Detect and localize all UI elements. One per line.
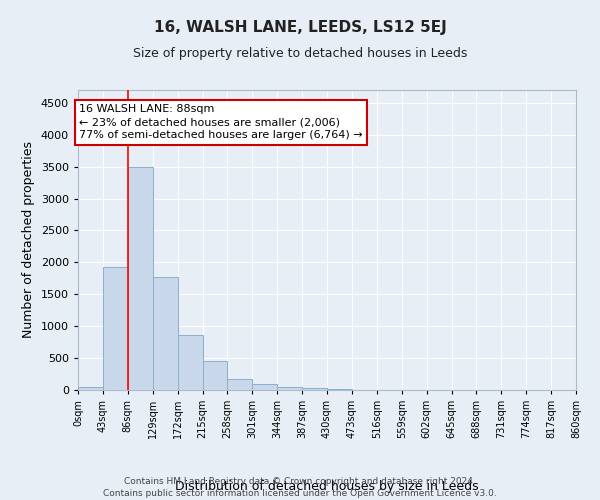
Text: Contains public sector information licensed under the Open Government Licence v3: Contains public sector information licen… bbox=[103, 489, 497, 498]
Text: 16, WALSH LANE, LEEDS, LS12 5EJ: 16, WALSH LANE, LEEDS, LS12 5EJ bbox=[154, 20, 446, 35]
X-axis label: Distribution of detached houses by size in Leeds: Distribution of detached houses by size … bbox=[175, 480, 479, 493]
Bar bbox=[178, 335, 203, 390]
Bar bbox=[227, 379, 253, 390]
Bar bbox=[327, 388, 352, 390]
Text: Size of property relative to detached houses in Leeds: Size of property relative to detached ho… bbox=[133, 48, 467, 60]
Text: 16 WALSH LANE: 88sqm
← 23% of detached houses are smaller (2,006)
77% of semi-de: 16 WALSH LANE: 88sqm ← 23% of detached h… bbox=[79, 104, 363, 141]
Bar bbox=[103, 268, 128, 390]
Bar bbox=[302, 388, 327, 390]
Bar bbox=[78, 388, 103, 390]
Bar bbox=[128, 166, 152, 390]
Text: Contains HM Land Registry data © Crown copyright and database right 2024.: Contains HM Land Registry data © Crown c… bbox=[124, 478, 476, 486]
Bar bbox=[277, 387, 302, 390]
Y-axis label: Number of detached properties: Number of detached properties bbox=[22, 142, 35, 338]
Bar bbox=[152, 277, 178, 390]
Bar bbox=[252, 384, 277, 390]
Bar bbox=[203, 360, 227, 390]
